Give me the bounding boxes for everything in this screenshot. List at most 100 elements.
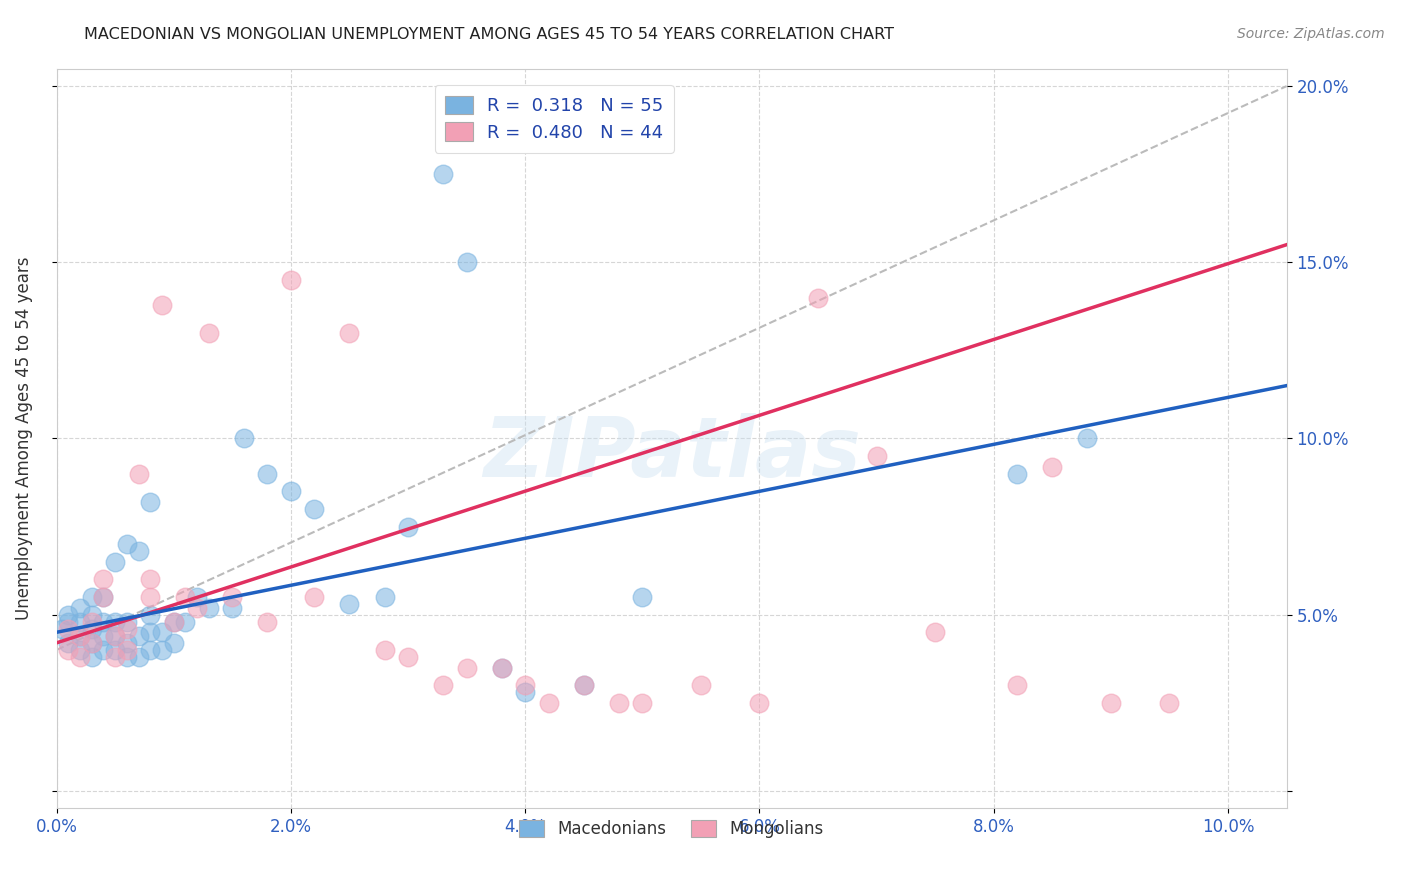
- Point: [93, 590, 115, 604]
- Point: [607, 696, 630, 710]
- Text: Source: ZipAtlas.com: Source: ZipAtlas.com: [1237, 27, 1385, 41]
- Point: [198, 600, 221, 615]
- Point: [80, 622, 103, 636]
- Point: [748, 696, 770, 710]
- Point: [139, 607, 162, 622]
- Point: [115, 636, 138, 650]
- Point: [174, 590, 197, 604]
- Point: [280, 273, 302, 287]
- Point: [93, 629, 115, 643]
- Point: [58, 636, 80, 650]
- Point: [139, 643, 162, 657]
- Point: [150, 643, 173, 657]
- Point: [104, 643, 127, 657]
- Point: [491, 660, 513, 674]
- Point: [256, 615, 278, 629]
- Point: [80, 636, 103, 650]
- Point: [128, 544, 150, 558]
- Point: [1159, 696, 1181, 710]
- Point: [233, 432, 256, 446]
- Point: [807, 291, 830, 305]
- Text: MACEDONIAN VS MONGOLIAN UNEMPLOYMENT AMONG AGES 45 TO 54 YEARS CORRELATION CHART: MACEDONIAN VS MONGOLIAN UNEMPLOYMENT AMO…: [84, 27, 894, 42]
- Point: [572, 678, 595, 692]
- Point: [163, 615, 186, 629]
- Point: [80, 607, 103, 622]
- Point: [1005, 467, 1028, 481]
- Point: [515, 685, 537, 699]
- Point: [1099, 696, 1122, 710]
- Point: [186, 600, 208, 615]
- Point: [537, 696, 560, 710]
- Point: [104, 629, 127, 643]
- Point: [104, 629, 127, 643]
- Point: [150, 625, 173, 640]
- Point: [456, 255, 478, 269]
- Point: [491, 660, 513, 674]
- Point: [631, 696, 654, 710]
- Legend: Macedonians, Mongolians: Macedonians, Mongolians: [512, 813, 831, 845]
- Point: [69, 629, 91, 643]
- Point: [374, 590, 396, 604]
- Point: [572, 678, 595, 692]
- Point: [515, 678, 537, 692]
- Point: [69, 649, 91, 664]
- Point: [93, 643, 115, 657]
- Point: [93, 573, 115, 587]
- Point: [339, 326, 361, 340]
- Point: [93, 615, 115, 629]
- Point: [396, 519, 419, 533]
- Point: [115, 537, 138, 551]
- Point: [139, 495, 162, 509]
- Point: [689, 678, 711, 692]
- Point: [374, 643, 396, 657]
- Point: [304, 590, 326, 604]
- Point: [58, 643, 80, 657]
- Point: [432, 167, 454, 181]
- Point: [80, 649, 103, 664]
- Point: [104, 649, 127, 664]
- Point: [139, 573, 162, 587]
- Point: [186, 590, 208, 604]
- Point: [256, 467, 278, 481]
- Point: [128, 629, 150, 643]
- Point: [163, 615, 186, 629]
- Point: [115, 622, 138, 636]
- Point: [456, 660, 478, 674]
- Y-axis label: Unemployment Among Ages 45 to 54 years: Unemployment Among Ages 45 to 54 years: [15, 257, 32, 620]
- Point: [139, 590, 162, 604]
- Point: [80, 636, 103, 650]
- Point: [58, 607, 80, 622]
- Point: [69, 615, 91, 629]
- Point: [865, 449, 887, 463]
- Point: [80, 590, 103, 604]
- Text: ZIPatlas: ZIPatlas: [482, 413, 860, 494]
- Point: [304, 502, 326, 516]
- Point: [221, 590, 243, 604]
- Point: [1076, 432, 1098, 446]
- Point: [128, 467, 150, 481]
- Point: [631, 590, 654, 604]
- Point: [115, 643, 138, 657]
- Point: [69, 629, 91, 643]
- Point: [69, 600, 91, 615]
- Point: [280, 484, 302, 499]
- Point: [432, 678, 454, 692]
- Point: [69, 643, 91, 657]
- Point: [221, 600, 243, 615]
- Point: [104, 555, 127, 569]
- Point: [115, 649, 138, 664]
- Point: [396, 649, 419, 664]
- Point: [104, 615, 127, 629]
- Point: [51, 622, 73, 636]
- Point: [174, 615, 197, 629]
- Point: [198, 326, 221, 340]
- Point: [58, 615, 80, 629]
- Point: [139, 625, 162, 640]
- Point: [93, 590, 115, 604]
- Point: [163, 636, 186, 650]
- Point: [115, 615, 138, 629]
- Point: [80, 615, 103, 629]
- Point: [924, 625, 946, 640]
- Point: [1005, 678, 1028, 692]
- Point: [1040, 459, 1063, 474]
